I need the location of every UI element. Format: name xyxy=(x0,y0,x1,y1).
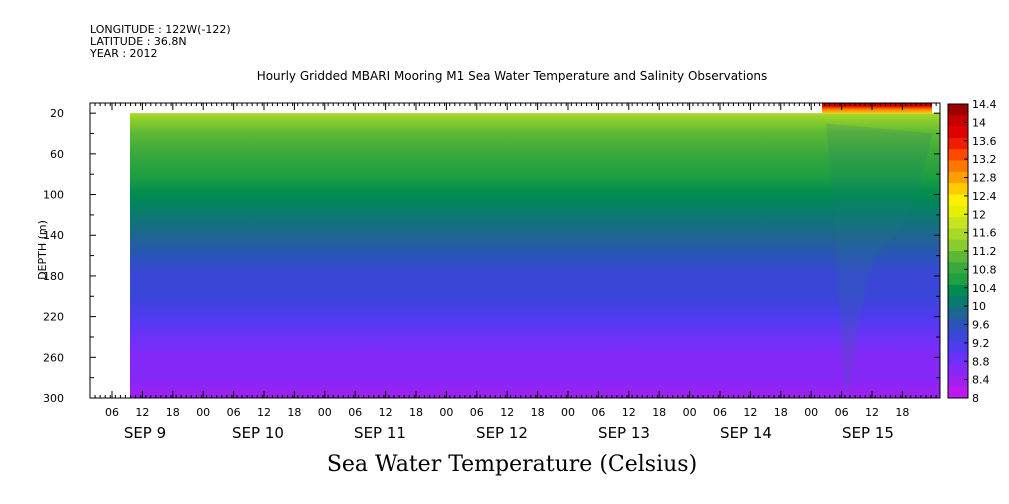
colorbar-band xyxy=(948,239,968,252)
colorbar-band xyxy=(948,318,968,331)
longitude-label: LONGITUDE : 122W(-122) xyxy=(90,23,231,36)
x-hour-label: 00 xyxy=(683,406,697,419)
x-day-label: SEP 11 xyxy=(354,424,406,442)
axes: 20 60 100 140 180 220 260 300 06 12 18 00 06 12 18 00 06… xyxy=(43,102,941,442)
colorbar-tick-label: 9.2 xyxy=(972,337,990,350)
colorbar-tick-label: 12.8 xyxy=(972,172,997,185)
x-hour-label: 00 xyxy=(318,406,332,419)
x-hour-label: 18 xyxy=(166,406,180,419)
x-day-label: SEP 10 xyxy=(232,424,284,442)
colorbar-band xyxy=(948,104,968,116)
colorbar-band xyxy=(948,296,968,309)
colorbar-band xyxy=(948,183,968,195)
x-hour-label: 00 xyxy=(439,406,453,419)
x-hour-label: 06 xyxy=(713,406,727,419)
x-hour-label: 12 xyxy=(257,406,271,419)
x-hour-label: 00 xyxy=(196,406,210,419)
colorbar-band xyxy=(948,160,968,173)
y-tick-label: 220 xyxy=(43,311,64,324)
colorbar-tick-label: 14 xyxy=(972,116,986,129)
colorbar-variable-label: Sea Water Temperature (Celsius) xyxy=(326,452,698,477)
y-tick-label: 20 xyxy=(50,107,64,120)
plot-frame xyxy=(89,102,941,399)
colorbar: 14.4 14 13.6 13.2 12.8 12.4 12 11.6 11.2 10.8 10.4… xyxy=(947,98,997,405)
x-hour-label: 12 xyxy=(743,406,757,419)
x-day-label: SEP 9 xyxy=(124,424,166,442)
temperature-field xyxy=(130,103,940,398)
colorbar-band xyxy=(948,386,968,399)
year-label: YEAR : 2012 xyxy=(90,47,158,60)
colorbar-tick-label: 10.8 xyxy=(972,263,997,276)
colorbar-tick-label: 11.6 xyxy=(972,227,997,240)
colorbar-band xyxy=(948,352,968,365)
x-day-label: SEP 14 xyxy=(720,424,772,442)
y-tick-label: 100 xyxy=(43,189,64,202)
colorbar-band xyxy=(948,126,968,139)
colorbar-band xyxy=(948,137,968,150)
colorbar-tick-label: 13.2 xyxy=(972,153,997,166)
colorbar-band xyxy=(948,284,968,297)
temperature-field-body xyxy=(130,113,940,398)
x-hour-label: 12 xyxy=(379,406,393,419)
x-day-label: SEP 12 xyxy=(476,424,528,442)
colorbar-band xyxy=(948,228,968,241)
colorbar-band xyxy=(948,217,968,229)
y-axis-label: DEPTH (m) xyxy=(36,220,49,280)
x-day-label: SEP 13 xyxy=(598,424,650,442)
x-hour-label: 12 xyxy=(622,406,636,419)
y-tick-label: 140 xyxy=(43,229,64,242)
colorbar-band xyxy=(948,171,968,184)
x-day-label: SEP 15 xyxy=(842,424,894,442)
colorbar-band xyxy=(948,194,968,207)
colorbar-band xyxy=(948,330,968,342)
colorbar-band xyxy=(948,273,968,286)
colorbar-tick-label: 8 xyxy=(972,392,979,405)
x-hour-label: 06 xyxy=(591,406,605,419)
colorbar-tick-label: 10 xyxy=(972,300,986,313)
x-hour-label: 12 xyxy=(500,406,514,419)
colorbar-band xyxy=(948,307,968,320)
colorbar-band xyxy=(948,205,968,218)
x-hour-label: 00 xyxy=(804,406,818,419)
y-tick-label: 260 xyxy=(43,351,64,364)
y-tick-label: 180 xyxy=(43,270,64,283)
colorbar-tick-label: 8.8 xyxy=(972,355,990,368)
colorbar-band xyxy=(948,262,968,275)
x-hour-label: 06 xyxy=(470,406,484,419)
x-hour-label: 06 xyxy=(835,406,849,419)
colorbar-band xyxy=(948,149,968,162)
colorbar-band xyxy=(948,375,968,388)
x-hour-label: 06 xyxy=(105,406,119,419)
x-hour-label: 18 xyxy=(531,406,545,419)
x-hour-label: 18 xyxy=(895,406,909,419)
colorbar-tick-label: 8.4 xyxy=(972,374,990,387)
colorbar-band xyxy=(948,364,968,376)
colorbar-tick-label: 14.4 xyxy=(972,98,997,111)
x-hour-label: 06 xyxy=(348,406,362,419)
x-hour-label: 12 xyxy=(865,406,879,419)
x-hour-label: 18 xyxy=(287,406,301,419)
colorbar-band xyxy=(948,341,968,354)
colorbar-tick-label: 9.6 xyxy=(972,319,990,332)
x-hour-label: 12 xyxy=(135,406,149,419)
colorbar-tick-label: 12.4 xyxy=(972,190,997,203)
x-hour-label: 00 xyxy=(561,406,575,419)
colorbar-tick-label: 12 xyxy=(972,208,986,221)
y-tick-label: 300 xyxy=(43,392,64,405)
latitude-label: LATITUDE : 36.8N xyxy=(90,35,187,48)
colorbar-tick-label: 11.2 xyxy=(972,245,997,258)
colorbar-tick-label: 13.6 xyxy=(972,135,997,148)
y-tick-label: 60 xyxy=(50,148,64,161)
chart-title: Hourly Gridded MBARI Mooring M1 Sea Wate… xyxy=(256,69,768,83)
internal-wave-feature xyxy=(826,123,932,396)
colorbar-band xyxy=(948,251,968,263)
x-hour-label: 06 xyxy=(227,406,241,419)
colorbar-band xyxy=(948,115,968,128)
x-hour-label: 18 xyxy=(774,406,788,419)
colorbar-tick-label: 10.4 xyxy=(972,282,997,295)
x-hour-label: 18 xyxy=(409,406,423,419)
x-hour-label: 18 xyxy=(652,406,666,419)
surface-warm-layer xyxy=(822,103,932,114)
